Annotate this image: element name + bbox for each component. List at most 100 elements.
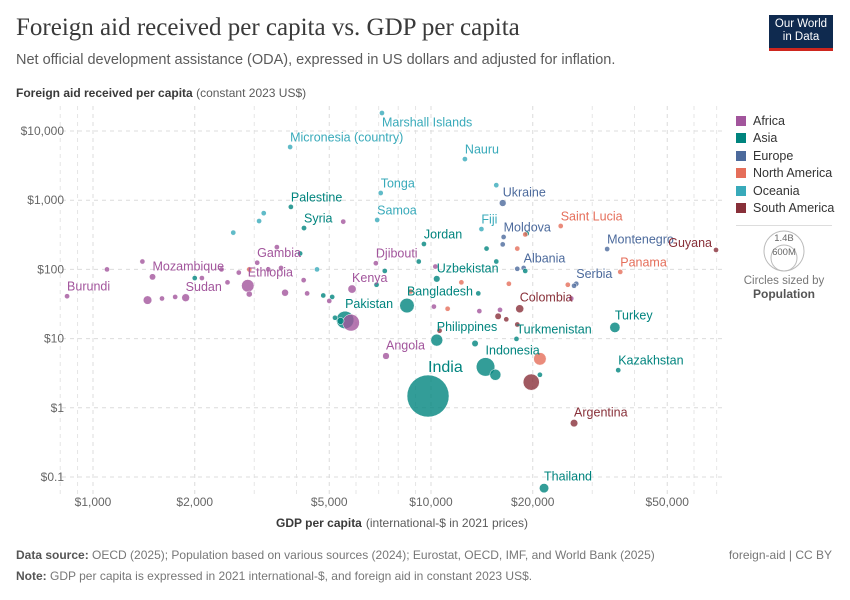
x-tick-label: $2,000	[176, 495, 213, 509]
point-label: Moldova	[504, 220, 551, 234]
legend-item-europe[interactable]: Europe	[736, 147, 834, 165]
data-point	[514, 321, 521, 328]
point-label: Marshall Islands	[382, 116, 472, 130]
data-point	[458, 279, 465, 286]
data-point	[191, 275, 198, 281]
data-point	[568, 295, 575, 302]
x-tick-label: $10,000	[409, 495, 453, 509]
point-label: Uzbekistan	[437, 262, 499, 276]
legend-swatch	[736, 185, 746, 196]
data-point	[494, 312, 502, 320]
point-label: India	[428, 359, 463, 376]
point-label: Philippines	[437, 320, 497, 334]
data-point	[570, 419, 579, 428]
data-point	[241, 279, 255, 293]
legend-item-africa[interactable]: Africa	[736, 112, 834, 130]
owid-logo[interactable]: Our World in Data	[769, 15, 833, 51]
data-point	[493, 258, 500, 265]
point-label: Turkey	[615, 308, 653, 322]
point-label: Kazakhstan	[618, 354, 683, 368]
data-point	[515, 304, 524, 314]
data-point	[407, 288, 414, 295]
data-point	[499, 241, 506, 248]
axis-ticks: $1,000 $2,000 $5,000 $10,000 $20,000 $50,000 $…	[21, 124, 690, 509]
legend-item-south-america[interactable]: South America	[736, 200, 834, 218]
data-point	[287, 144, 293, 150]
data-point	[64, 293, 70, 300]
point-label: Palestine	[291, 190, 342, 204]
data-point	[254, 259, 261, 266]
x-tick-label: $20,000	[511, 495, 555, 509]
point-label: Angola	[386, 339, 425, 353]
data-point	[256, 218, 262, 224]
point-label: Mozambique	[153, 260, 225, 274]
data-point	[381, 268, 388, 274]
point-label: Ethiopia	[248, 265, 293, 279]
y-tick-label: $10,000	[21, 124, 65, 138]
data-point	[230, 229, 237, 236]
y-axis-label-unit: (constant 2023 US$)	[196, 86, 307, 100]
y-tick-label: $0.1	[41, 470, 65, 484]
data-point	[444, 305, 451, 312]
point-label: Thailand	[544, 469, 592, 483]
data-point	[104, 266, 110, 273]
legend-label: South America	[753, 201, 835, 216]
legend-swatch	[736, 203, 746, 214]
y-tick-label: $1,000	[27, 193, 64, 207]
legend-swatch	[736, 115, 746, 126]
data-point	[462, 156, 468, 162]
data-point	[265, 266, 272, 273]
data-point	[522, 268, 529, 274]
point-label: Guyana	[668, 236, 712, 250]
data-point	[514, 245, 521, 252]
note-label: Note:	[16, 569, 47, 583]
legend-label: Asia	[753, 131, 778, 146]
data-point	[436, 327, 443, 334]
data-point	[377, 190, 384, 196]
data-point	[235, 269, 242, 276]
data-point	[522, 231, 529, 238]
data-point	[139, 258, 146, 265]
legend-item-oceania[interactable]: Oceania	[736, 182, 834, 200]
data-point	[347, 284, 357, 294]
point-label: Turkmenistan	[516, 322, 591, 336]
data-point	[539, 483, 549, 494]
point-label: Samoa	[377, 203, 417, 217]
data-point	[399, 298, 415, 314]
data-point	[149, 273, 156, 281]
data-point	[260, 210, 267, 216]
logo-line-2: in Data	[782, 31, 820, 43]
data-point	[489, 368, 502, 381]
legend-label: North America	[753, 166, 833, 181]
data-point	[143, 295, 153, 305]
size-legend: 1.4B 600M Circles sized by Population	[736, 228, 832, 301]
size-variable: Population	[753, 287, 815, 301]
point-label: Sudan	[186, 280, 222, 294]
chart-subtitle: Net official development assistance (ODA…	[16, 52, 616, 68]
data-point	[533, 352, 547, 366]
data-point	[506, 280, 512, 287]
legend: Africa Asia Europe North America Oceania Sout…	[736, 112, 834, 226]
size-label-large: 1.4B	[774, 233, 794, 244]
data-point	[304, 290, 310, 297]
chart-title: Foreign aid received per capita vs. GDP …	[16, 14, 520, 41]
data-point	[332, 314, 338, 321]
logo-line-1: Our World	[774, 18, 828, 30]
point-label: Panama	[620, 255, 667, 269]
license-link[interactable]: foreign-aid | CC BY	[728, 548, 832, 562]
legend-swatch	[736, 168, 746, 179]
point-label: Pakistan	[345, 297, 393, 311]
legend-item-asia[interactable]: Asia	[736, 130, 834, 148]
data-point	[374, 217, 381, 223]
data-point	[430, 333, 443, 347]
gridlines	[59, 106, 722, 494]
legend-item-north-america[interactable]: North America	[736, 165, 834, 183]
data-point	[301, 225, 307, 231]
data-point	[159, 295, 165, 302]
data-point	[320, 292, 327, 299]
data-point	[373, 260, 379, 267]
footer-note: Note: GDP per capita is expressed in 202…	[16, 569, 532, 583]
y-axis-label: Foreign aid received per capita (constan…	[16, 86, 306, 100]
data-point	[224, 279, 231, 286]
